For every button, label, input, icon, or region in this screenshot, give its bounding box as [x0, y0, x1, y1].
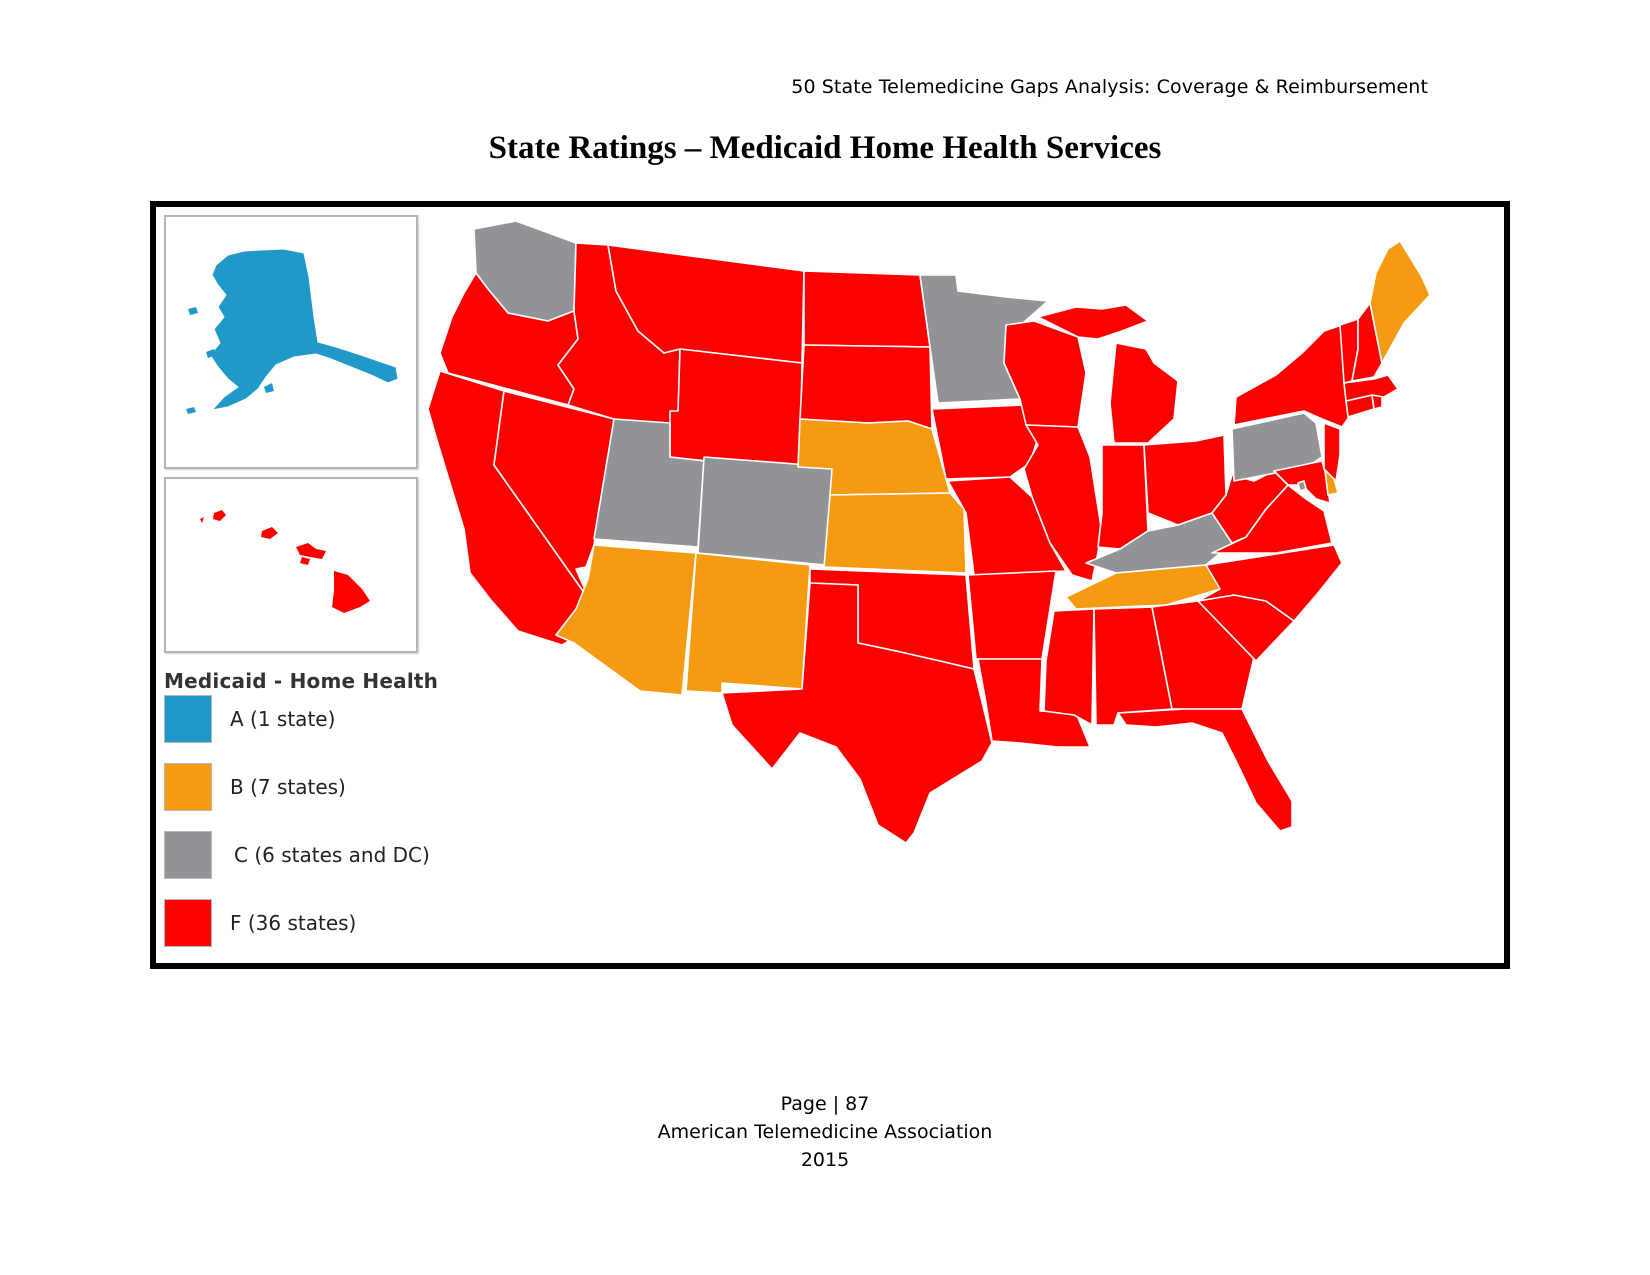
state-DC[interactable]	[1297, 480, 1307, 492]
state-AZ[interactable]	[555, 544, 697, 696]
state-NC[interactable]	[1197, 544, 1343, 622]
page-footer: Page | 87 American Telemedicine Associat…	[0, 1090, 1650, 1174]
state-SD[interactable]	[799, 344, 933, 430]
state-ME[interactable]	[1369, 240, 1431, 364]
state-NM[interactable]	[685, 552, 811, 694]
legend-swatch-c	[164, 831, 212, 879]
state-AK[interactable]	[209, 248, 399, 411]
state-PA[interactable]	[1231, 412, 1323, 482]
legend-swatch-f	[164, 899, 212, 947]
state-HI-oahu[interactable]	[261, 527, 278, 539]
hawaii-inset	[164, 477, 418, 653]
running-header: 50 State Telemedicine Gaps Analysis: Cov…	[791, 76, 1428, 98]
state-HI-kauai[interactable]	[213, 510, 226, 521]
footer-organization: American Telemedicine Association	[657, 1121, 993, 1143]
state-HI-niihau	[200, 517, 204, 523]
page-title: State Ratings – Medicaid Home Health Ser…	[488, 130, 1162, 166]
state-HI-maui[interactable]	[296, 543, 326, 559]
state-AK-islet	[206, 349, 216, 358]
state-WY[interactable]	[669, 348, 803, 472]
state-MI-up[interactable]	[1037, 304, 1149, 340]
state-KS[interactable]	[823, 492, 967, 574]
legend-swatch-a	[164, 695, 212, 743]
state-AK-islet	[264, 383, 274, 393]
state-AK-islet	[188, 307, 198, 315]
footer-year: 2015	[800, 1149, 850, 1171]
state-AR[interactable]	[967, 570, 1057, 660]
state-ND[interactable]	[803, 270, 931, 348]
state-AK-islet	[186, 407, 196, 414]
state-NY[interactable]	[1233, 324, 1353, 428]
us-map	[427, 220, 1431, 844]
state-HI-molokai[interactable]	[300, 557, 310, 565]
legend-label-c: C (6 states and DC)	[234, 843, 430, 867]
state-IL[interactable]	[1023, 424, 1103, 582]
state-FL[interactable]	[1117, 708, 1293, 832]
page-number: Page | 87	[780, 1093, 870, 1115]
state-LA[interactable]	[977, 658, 1091, 748]
state-NJ[interactable]	[1323, 422, 1341, 482]
state-MO[interactable]	[947, 476, 1067, 576]
state-CO[interactable]	[697, 456, 835, 566]
legend-label-b: B (7 states)	[230, 775, 346, 799]
alaska-inset	[164, 215, 418, 469]
legend-label-f: F (36 states)	[230, 911, 357, 935]
map-frame: Medicaid - Home Health A (1 state) B (7 …	[150, 201, 1510, 969]
state-TX[interactable]	[721, 582, 993, 844]
state-MI[interactable]	[1109, 342, 1179, 444]
state-HI-big-island[interactable]	[332, 571, 370, 613]
legend-label-a: A (1 state)	[230, 707, 336, 731]
state-MS[interactable]	[1043, 608, 1095, 726]
state-MA[interactable]	[1343, 374, 1399, 402]
legend-title: Medicaid - Home Health	[164, 669, 439, 693]
legend-swatch-b	[164, 763, 212, 811]
state-IN[interactable]	[1097, 444, 1149, 550]
